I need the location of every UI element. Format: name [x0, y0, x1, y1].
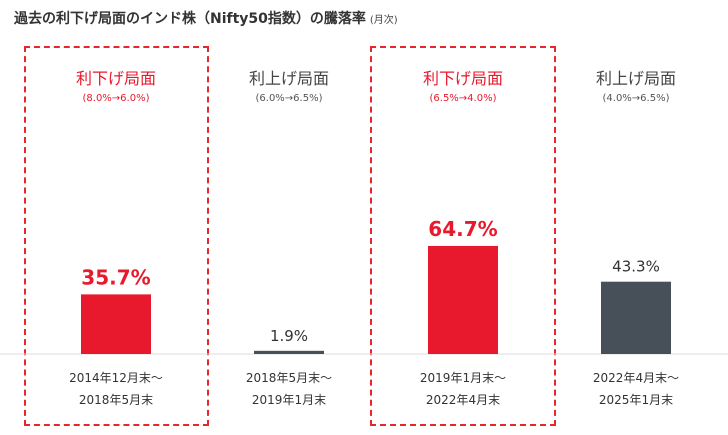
period-end-4: 2025年1月末	[599, 393, 673, 407]
bar-2	[254, 350, 324, 354]
phase-label-4: 利上げ局面	[596, 69, 676, 88]
highlight-box-cut-2	[370, 46, 556, 426]
period-start-2: 2018年5月末〜	[246, 371, 332, 385]
phase-rate-4: (4.0%→6.5%)	[603, 93, 670, 104]
phase-label-1: 利下げ局面	[76, 69, 156, 88]
period-start-3: 2019年1月末〜	[420, 371, 506, 385]
phase-rate-3: (6.5%→4.0%)	[430, 93, 497, 104]
value-label-1: 35.7%	[81, 265, 150, 289]
value-label-2: 1.9%	[270, 327, 308, 345]
period-start-1: 2014年12月末〜	[69, 371, 163, 385]
bar-4	[601, 281, 671, 354]
bar-3	[428, 245, 498, 354]
period-end-2: 2019年1月末	[252, 393, 326, 407]
period-end-3: 2022年4月末	[426, 393, 500, 407]
value-label-3: 64.7%	[428, 217, 497, 241]
phase-rate-2: (6.0%→6.5%)	[256, 93, 323, 104]
period-start-4: 2022年4月末〜	[593, 371, 679, 385]
value-label-4: 43.3%	[612, 258, 660, 276]
phase-label-3: 利下げ局面	[423, 69, 503, 88]
chart-title: 過去の利下げ局面のインド株（Nifty50指数）の騰落率 (月次)	[14, 8, 398, 28]
chart-unit: (月次)	[369, 15, 398, 26]
phase-rate-1: (8.0%→6.0%)	[83, 93, 150, 104]
chart-title-text: 過去の利下げ局面のインド株（Nifty50指数）の騰落率	[14, 11, 366, 27]
phase-label-2: 利上げ局面	[249, 69, 329, 88]
period-end-1: 2018年5月末	[79, 393, 153, 407]
highlight-box-cut-1	[24, 46, 209, 426]
bar-1	[81, 294, 151, 354]
